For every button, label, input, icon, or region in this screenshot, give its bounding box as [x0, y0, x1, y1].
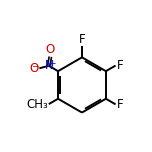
Text: F: F: [79, 33, 85, 46]
Text: F: F: [116, 59, 123, 72]
Text: −: −: [31, 61, 39, 70]
Text: N: N: [44, 59, 53, 72]
Text: O: O: [29, 62, 39, 75]
Text: F: F: [116, 98, 123, 111]
Text: CH₃: CH₃: [26, 98, 48, 111]
Text: O: O: [46, 43, 55, 56]
Text: +: +: [48, 59, 56, 68]
